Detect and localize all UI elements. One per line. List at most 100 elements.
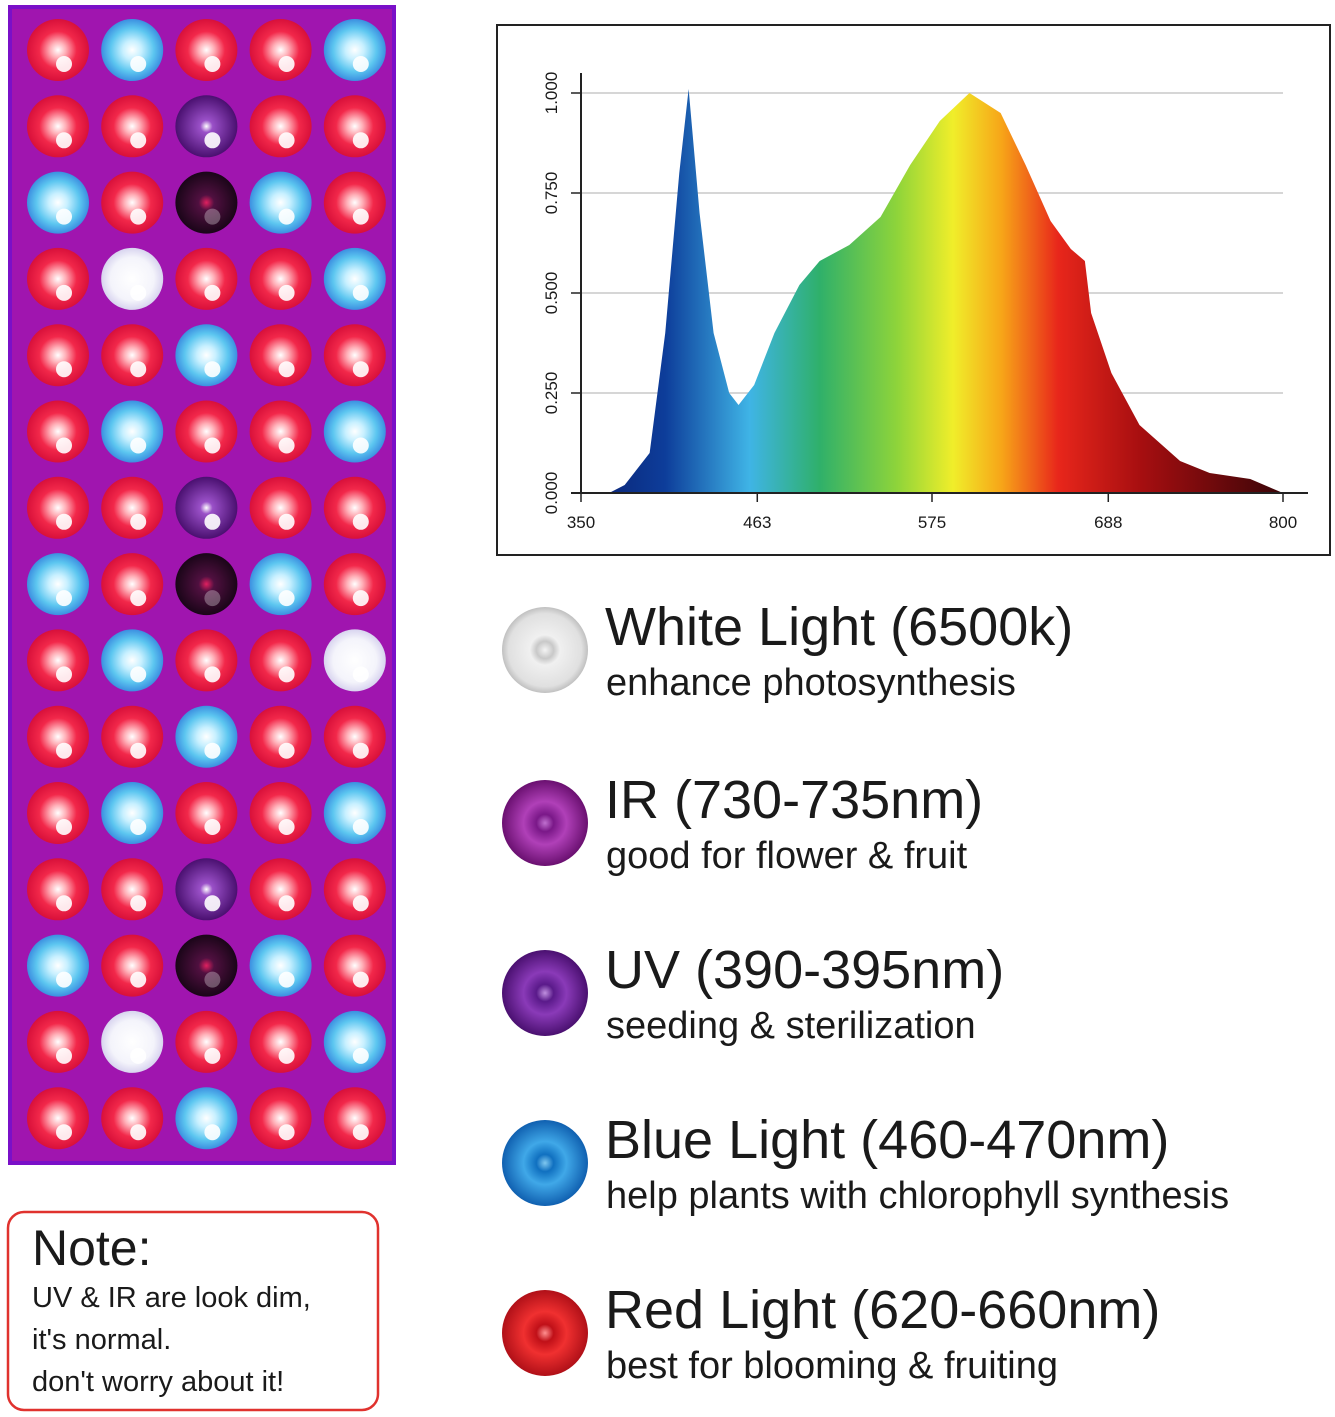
note-line: UV & IR are look dim, bbox=[32, 1282, 311, 1314]
led-core bbox=[278, 895, 295, 912]
led bbox=[101, 19, 164, 81]
led bbox=[175, 476, 238, 539]
led-core bbox=[352, 208, 369, 225]
led-core bbox=[278, 1124, 295, 1141]
led bbox=[249, 171, 312, 234]
spectrum-chart: 0.000 0.250 0.500 0.750 1.000 350 463 575 688 800 bbox=[542, 72, 1308, 532]
led bbox=[101, 476, 164, 539]
led bbox=[249, 553, 312, 616]
led bbox=[101, 705, 164, 768]
led bbox=[323, 934, 386, 997]
led-core bbox=[204, 819, 221, 835]
led bbox=[27, 629, 89, 692]
led-core bbox=[278, 1047, 295, 1064]
legend-icon bbox=[502, 1120, 588, 1206]
led bbox=[323, 19, 386, 81]
led bbox=[101, 400, 164, 463]
led-core bbox=[130, 666, 147, 683]
led bbox=[249, 629, 312, 692]
led-core bbox=[204, 1047, 221, 1064]
led-core bbox=[130, 1047, 147, 1064]
led bbox=[27, 553, 89, 616]
led bbox=[175, 171, 238, 234]
led bbox=[101, 1010, 164, 1073]
led-core bbox=[352, 819, 369, 835]
led-core bbox=[56, 513, 72, 530]
led bbox=[323, 705, 386, 768]
led-core bbox=[352, 361, 369, 378]
led-core bbox=[352, 590, 369, 607]
legend-subtitle: good for flower & fruit bbox=[606, 835, 968, 877]
led-core bbox=[56, 361, 72, 378]
legend-title: UV (390-395nm) bbox=[605, 940, 1004, 1000]
note-line: it's normal. bbox=[32, 1324, 171, 1356]
x-tick-label: 350 bbox=[567, 513, 595, 532]
led-core bbox=[352, 1124, 369, 1141]
led bbox=[27, 324, 89, 387]
legend: White Light (6500k) enhance photosynthesi… bbox=[502, 597, 1229, 1387]
led-core bbox=[56, 742, 72, 759]
led bbox=[323, 782, 386, 844]
led-core bbox=[204, 132, 221, 149]
legend-title: IR (730-735nm) bbox=[605, 770, 983, 830]
led-core bbox=[204, 361, 221, 378]
y-tick-label: 1.000 bbox=[542, 72, 561, 115]
led-core bbox=[204, 590, 221, 607]
led-core bbox=[56, 666, 72, 683]
led bbox=[101, 95, 164, 158]
y-tick-label: 0.750 bbox=[542, 172, 561, 215]
led-core bbox=[130, 132, 147, 149]
led-core bbox=[278, 361, 295, 378]
x-tick-label: 575 bbox=[918, 513, 946, 532]
led bbox=[175, 782, 238, 844]
led bbox=[175, 1010, 238, 1073]
led bbox=[249, 1010, 312, 1073]
led-core bbox=[56, 895, 72, 912]
led bbox=[323, 400, 386, 463]
spectrum-area bbox=[581, 89, 1283, 493]
led-core bbox=[352, 895, 369, 912]
led bbox=[323, 553, 386, 616]
y-tick-label: 0.250 bbox=[542, 372, 561, 415]
note-box bbox=[6, 1210, 380, 1412]
led-core bbox=[204, 284, 221, 301]
led-core bbox=[278, 437, 295, 454]
led bbox=[175, 858, 238, 921]
legend-icon bbox=[502, 950, 588, 1036]
led-core bbox=[204, 208, 221, 225]
legend-subtitle: help plants with chlorophyll synthesis bbox=[606, 1175, 1229, 1217]
led-core bbox=[204, 513, 221, 530]
led bbox=[175, 95, 238, 158]
led-core bbox=[278, 208, 295, 225]
legend-title: Blue Light (460-470nm) bbox=[605, 1110, 1169, 1170]
led-core bbox=[204, 666, 221, 683]
led bbox=[249, 1087, 312, 1150]
led bbox=[27, 171, 89, 234]
note-title: Note: bbox=[32, 1220, 152, 1276]
led-core bbox=[130, 742, 147, 759]
legend-subtitle: enhance photosynthesis bbox=[606, 662, 1016, 704]
led bbox=[323, 95, 386, 158]
led-core bbox=[130, 361, 147, 378]
legend-subtitle: seeding & sterilization bbox=[606, 1005, 976, 1047]
led bbox=[101, 247, 164, 310]
led bbox=[27, 1087, 89, 1150]
legend-title: Red Light (620-660nm) bbox=[605, 1280, 1160, 1340]
led-core bbox=[56, 971, 72, 988]
led-core bbox=[130, 208, 147, 225]
led-core bbox=[130, 1124, 147, 1141]
led-core bbox=[278, 590, 295, 607]
led bbox=[101, 1087, 164, 1150]
led bbox=[27, 476, 89, 539]
led-core bbox=[130, 895, 147, 912]
led bbox=[175, 247, 238, 310]
legend-icon bbox=[502, 1290, 588, 1376]
led-core bbox=[130, 590, 147, 607]
led-core bbox=[56, 590, 72, 607]
led bbox=[323, 1087, 386, 1150]
led bbox=[101, 858, 164, 921]
led bbox=[175, 705, 238, 768]
y-tick-label: 0.500 bbox=[542, 272, 561, 315]
